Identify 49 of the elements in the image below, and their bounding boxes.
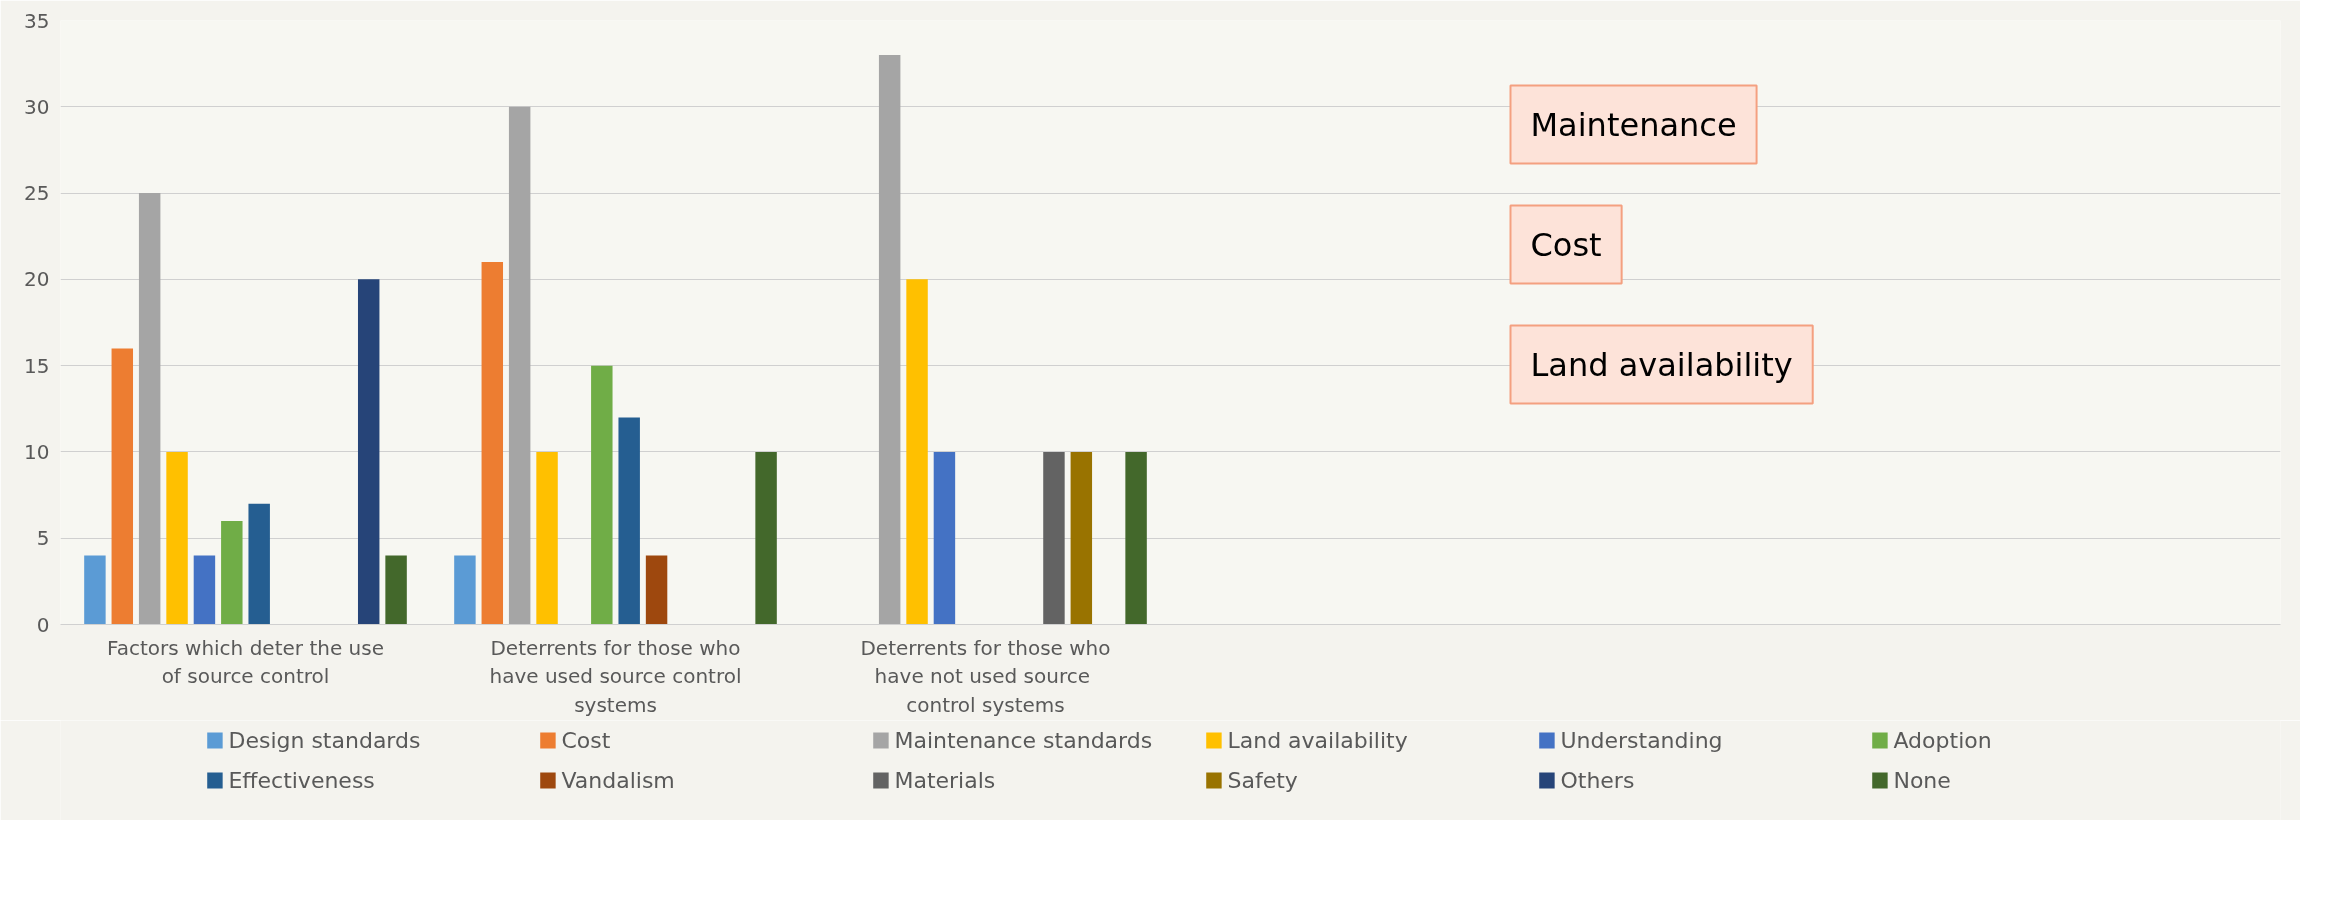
y-tick-label: 15 (24, 353, 50, 378)
y-tick-label: 30 (24, 94, 50, 119)
bar (933, 451, 956, 625)
bar (591, 365, 613, 625)
legend-label: Effectiveness (228, 768, 375, 793)
legend-label: Vandalism (561, 768, 675, 793)
bar (166, 451, 188, 625)
bar (618, 417, 640, 625)
bar (508, 106, 531, 625)
annotation: Land availability (1530, 345, 1793, 384)
bar (536, 451, 558, 625)
y-tick-label: 20 (24, 267, 50, 292)
bar (481, 262, 504, 625)
y-tick-label: 35 (24, 8, 50, 33)
legend-label: Design standards (228, 728, 421, 753)
bar (138, 193, 161, 625)
annotation: Maintenance (1530, 105, 1737, 144)
bar (248, 503, 270, 625)
bar (1070, 451, 1093, 625)
legend-label: Understanding (1560, 728, 1723, 753)
y-tick-label: 5 (36, 526, 50, 551)
legend-label: Cost (561, 728, 611, 753)
bar (1125, 451, 1147, 625)
y-tick-label: 0 (36, 612, 50, 637)
legend-label: Adoption (1893, 728, 1992, 753)
bar (878, 55, 901, 625)
bar (906, 279, 928, 625)
y-tick-label: 10 (24, 439, 50, 464)
bar (645, 555, 668, 625)
annotation: Cost (1530, 225, 1602, 264)
bar (755, 451, 777, 625)
bar (357, 279, 380, 625)
bar (221, 520, 243, 625)
x-tick-label: Deterrents for those who have used source control systems (489, 635, 742, 718)
bar (193, 555, 216, 625)
legend-label: None (1893, 768, 1951, 793)
legend-label: Land availability (1227, 728, 1408, 753)
bar (385, 555, 407, 625)
bar (1043, 451, 1065, 625)
x-tick-label: Factors which deter the use of source control (107, 635, 384, 689)
y-tick-label: 25 (24, 181, 50, 206)
bar (84, 555, 106, 625)
legend-label: Others (1560, 768, 1635, 793)
x-tick-label: Deterrents for those who have not used source control systems (860, 635, 1111, 718)
legend-label: Maintenance standards (894, 728, 1153, 753)
bar (454, 555, 476, 625)
legend-label: Materials (894, 768, 996, 793)
legend-label: Safety (1227, 768, 1298, 793)
bar (111, 348, 134, 625)
